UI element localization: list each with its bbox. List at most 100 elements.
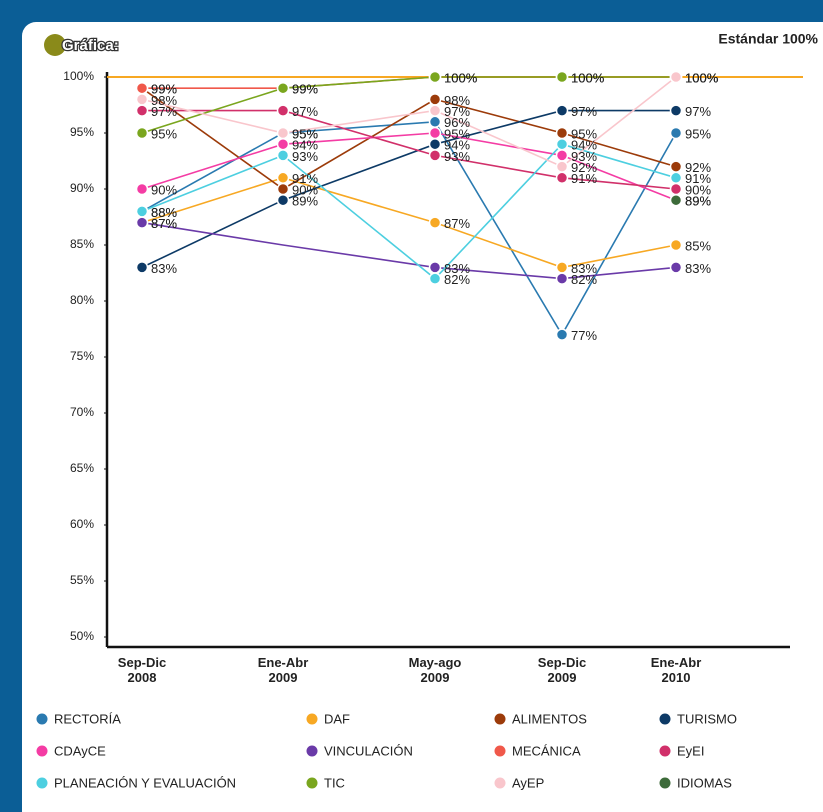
point — [428, 261, 442, 274]
legend-swatch — [494, 777, 506, 789]
legend-label: TURISMO — [677, 711, 737, 726]
point — [428, 149, 442, 162]
value-label: 89% — [685, 194, 711, 209]
legend-swatch — [36, 745, 48, 757]
point — [555, 328, 569, 341]
value-label: 92% — [571, 160, 597, 175]
value-label: 93% — [571, 149, 597, 164]
point — [135, 205, 149, 218]
y-tick-label: 85% — [70, 237, 94, 251]
value-label: 100% — [444, 70, 478, 85]
value-label: 100% — [571, 70, 605, 85]
point — [135, 182, 149, 196]
point — [428, 126, 442, 140]
value-label: 95% — [151, 126, 177, 141]
point — [555, 272, 569, 285]
value-label: 95% — [685, 126, 711, 141]
point — [428, 70, 442, 84]
point — [428, 115, 442, 129]
point — [669, 182, 683, 196]
x-tick-label: Sep-Dic 2009 — [537, 655, 587, 685]
point — [555, 137, 569, 151]
legend-swatch — [36, 777, 48, 789]
value-label: 82% — [444, 272, 470, 287]
point — [555, 160, 569, 173]
point — [276, 171, 290, 185]
legend-label: MECÁNICA — [512, 743, 581, 758]
legend-swatch — [659, 713, 671, 725]
point — [555, 261, 569, 274]
value-label: 87% — [151, 216, 177, 231]
legend-label: RECTORÍA — [54, 711, 121, 726]
value-label: 87% — [151, 216, 177, 231]
value-label: 95% — [292, 126, 318, 141]
value-label: 95% — [571, 126, 597, 141]
point — [428, 93, 442, 106]
point — [555, 149, 569, 162]
point — [669, 126, 683, 140]
y-tick-label: 95% — [70, 125, 94, 139]
point — [669, 104, 683, 117]
value-label: 88% — [151, 205, 177, 220]
value-label: 97% — [151, 104, 177, 119]
value-label: 98% — [444, 93, 470, 108]
y-tick-label: 65% — [70, 461, 94, 475]
legend-swatch — [306, 777, 318, 789]
point — [669, 261, 683, 274]
legend-label: EyEI — [677, 743, 704, 758]
x-tick-label: Ene-Abr 2010 — [650, 655, 702, 685]
point — [555, 104, 569, 117]
value-label: 93% — [444, 149, 470, 164]
legend-swatch — [306, 745, 318, 757]
value-label: 97% — [292, 104, 318, 119]
value-label: 99% — [292, 82, 318, 97]
point — [669, 238, 683, 252]
point — [135, 261, 149, 274]
point — [276, 182, 290, 196]
value-label: 100% — [685, 70, 719, 85]
point — [669, 160, 683, 173]
legend-label: VINCULACIÓN — [324, 743, 413, 758]
series-line — [141, 176, 677, 269]
point — [276, 104, 290, 117]
value-label: 89% — [292, 194, 318, 209]
legend-label: PLANEACIÓN Y EVALUACIÓN — [54, 775, 236, 790]
point — [428, 216, 442, 229]
value-label: 92% — [685, 160, 711, 175]
value-label: 93% — [292, 149, 318, 164]
legend-label: IDIOMAS — [677, 775, 732, 790]
point — [135, 104, 149, 117]
y-tick-label: 70% — [70, 405, 94, 419]
value-label: 82% — [571, 272, 597, 287]
value-label: 85% — [685, 238, 711, 253]
value-label: 99% — [292, 82, 318, 97]
value-label: 100% — [685, 70, 719, 85]
value-label: 94% — [444, 138, 470, 153]
value-label: 87% — [444, 216, 470, 231]
point — [428, 272, 442, 285]
point — [669, 70, 683, 84]
y-tick-label: 50% — [70, 629, 94, 643]
value-label: 95% — [292, 126, 318, 141]
value-label: 94% — [571, 138, 597, 153]
value-label: 95% — [444, 126, 470, 141]
chart-title: Gráfica: — [62, 37, 119, 54]
value-label: 94% — [292, 138, 318, 153]
y-tick-label: 80% — [70, 293, 94, 307]
value-label: 99% — [151, 82, 177, 97]
point — [276, 126, 290, 140]
legend-swatch — [494, 745, 506, 757]
legend-swatch — [659, 777, 671, 789]
point — [276, 149, 290, 162]
y-tick-label: 100% — [63, 69, 94, 83]
value-label: 90% — [151, 182, 177, 197]
point — [135, 81, 149, 95]
legend-swatch — [306, 713, 318, 725]
legend-label: TIC — [324, 775, 345, 790]
value-label: 83% — [571, 261, 597, 276]
y-tick-label: 60% — [70, 517, 94, 531]
point — [276, 137, 290, 151]
value-label: 90% — [685, 182, 711, 197]
